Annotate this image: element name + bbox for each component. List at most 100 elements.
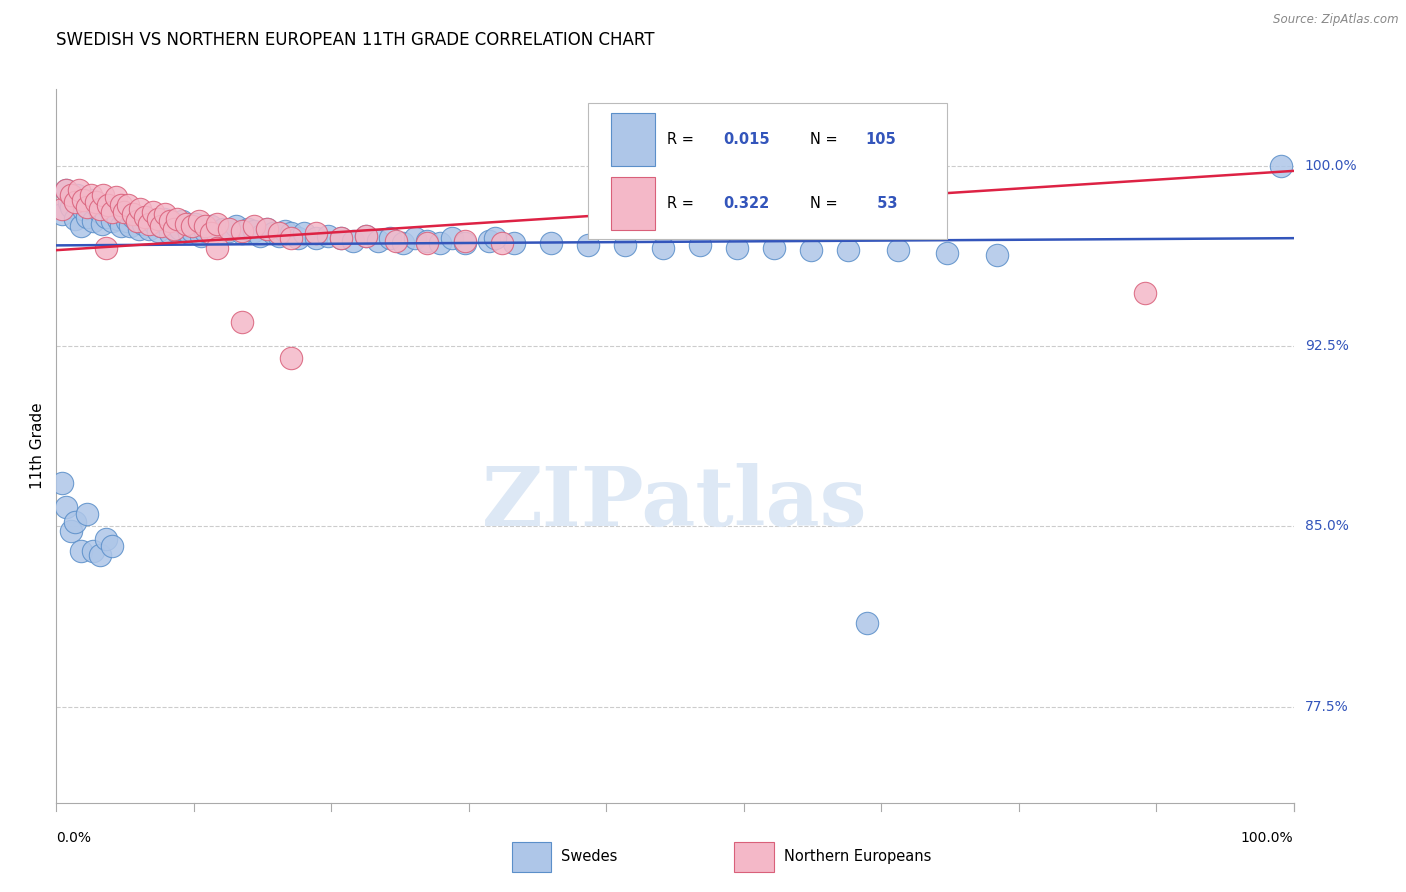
Point xyxy=(80,188,103,202)
Point xyxy=(122,210,145,224)
Point xyxy=(441,231,464,245)
Point xyxy=(159,227,181,241)
Text: R =: R = xyxy=(668,196,699,211)
Point xyxy=(689,238,711,252)
Point xyxy=(231,315,253,329)
Point xyxy=(342,234,364,248)
Text: Northern Europeans: Northern Europeans xyxy=(783,849,931,863)
Point xyxy=(117,197,139,211)
Point xyxy=(478,234,501,248)
Point xyxy=(63,211,86,226)
Point xyxy=(51,207,73,221)
Point xyxy=(51,202,73,217)
Text: 85.0%: 85.0% xyxy=(1305,519,1348,533)
Point xyxy=(84,195,107,210)
Point xyxy=(128,221,150,235)
Point xyxy=(174,219,197,234)
Point xyxy=(134,210,156,224)
Point xyxy=(76,210,98,224)
Text: SWEDISH VS NORTHERN EUROPEAN 11TH GRADE CORRELATION CHART: SWEDISH VS NORTHERN EUROPEAN 11TH GRADE … xyxy=(56,31,655,49)
Point xyxy=(159,214,181,228)
Text: 77.5%: 77.5% xyxy=(1305,699,1348,714)
Point xyxy=(194,224,217,238)
Text: 53: 53 xyxy=(872,196,897,211)
Point xyxy=(318,228,340,243)
Point xyxy=(267,228,290,243)
Point xyxy=(385,234,408,248)
Point xyxy=(231,227,253,241)
Point xyxy=(125,214,148,228)
Point xyxy=(491,235,513,250)
Point xyxy=(256,221,278,235)
Point xyxy=(391,235,413,250)
Point xyxy=(51,476,73,491)
FancyBboxPatch shape xyxy=(610,177,655,230)
Point xyxy=(63,515,86,529)
Text: 100.0%: 100.0% xyxy=(1241,831,1294,846)
Point xyxy=(104,190,127,204)
Point xyxy=(177,227,200,241)
Point xyxy=(416,235,439,250)
Point xyxy=(218,224,240,238)
Point xyxy=(89,204,111,219)
Point xyxy=(138,221,160,235)
Text: Source: ZipAtlas.com: Source: ZipAtlas.com xyxy=(1274,13,1399,27)
Text: N =: N = xyxy=(810,132,842,146)
Point xyxy=(200,227,222,241)
Point xyxy=(76,200,98,214)
Point xyxy=(153,211,176,226)
Point xyxy=(110,219,132,234)
Point xyxy=(614,238,637,252)
Point xyxy=(280,351,302,366)
Point xyxy=(101,539,124,553)
Point xyxy=(67,183,90,197)
Y-axis label: 11th Grade: 11th Grade xyxy=(30,402,45,490)
Point xyxy=(132,217,155,231)
Point xyxy=(262,227,284,241)
Point xyxy=(165,224,187,238)
FancyBboxPatch shape xyxy=(588,103,948,239)
Point xyxy=(429,235,451,250)
Point xyxy=(231,224,253,238)
Point xyxy=(94,210,117,224)
Point xyxy=(80,193,103,207)
Point xyxy=(150,219,173,234)
Point xyxy=(236,221,259,235)
Point xyxy=(94,241,117,255)
Point xyxy=(725,241,748,255)
Point xyxy=(1133,286,1156,301)
Point xyxy=(134,210,156,224)
Point xyxy=(129,202,152,217)
Text: 0.0%: 0.0% xyxy=(56,831,91,846)
Point xyxy=(181,224,204,238)
Point xyxy=(329,231,352,245)
Point xyxy=(91,188,114,202)
Point xyxy=(367,234,389,248)
Point xyxy=(172,214,194,228)
Point xyxy=(936,245,959,260)
Point xyxy=(484,231,506,245)
Point xyxy=(166,211,188,226)
Point xyxy=(125,214,148,228)
Point xyxy=(181,219,204,234)
Point xyxy=(354,228,377,243)
Point xyxy=(55,183,77,197)
Point xyxy=(174,217,197,231)
Point xyxy=(58,195,80,210)
Point xyxy=(141,214,163,228)
Point xyxy=(97,197,120,211)
Point xyxy=(184,217,207,231)
Point xyxy=(76,508,98,522)
Point xyxy=(267,227,290,241)
FancyBboxPatch shape xyxy=(734,842,773,872)
Point xyxy=(380,231,402,245)
Point xyxy=(287,231,309,245)
Point xyxy=(187,221,209,235)
Point xyxy=(986,248,1008,262)
Text: 0.015: 0.015 xyxy=(723,132,769,146)
Point xyxy=(89,549,111,563)
Point xyxy=(540,235,562,250)
Point xyxy=(576,238,599,252)
Point xyxy=(218,221,240,235)
Point xyxy=(72,193,94,207)
